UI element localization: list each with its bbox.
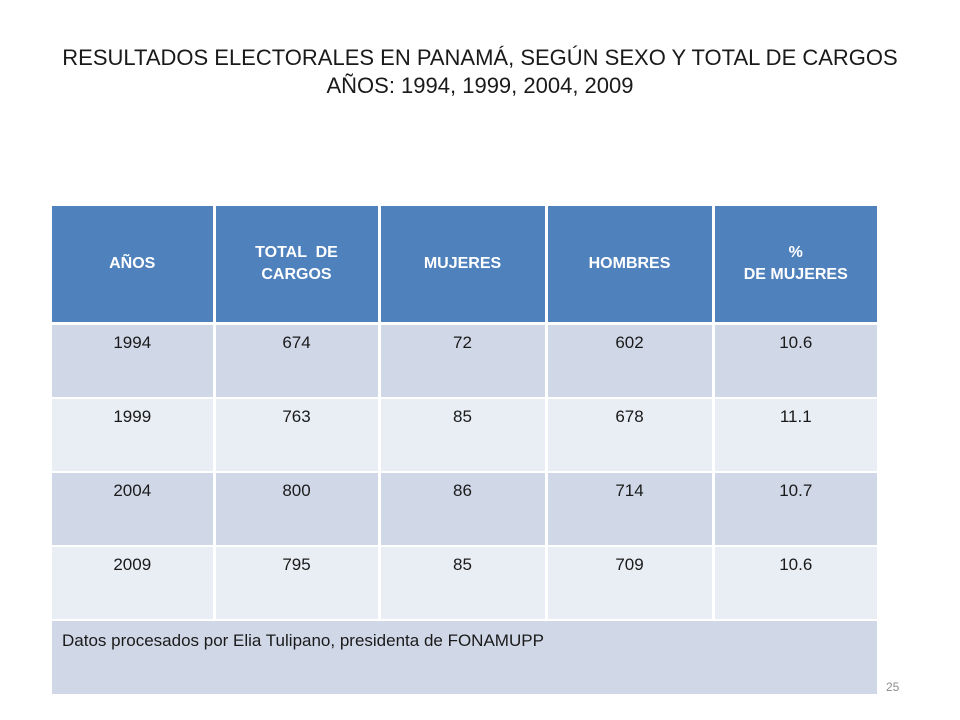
page-number: 25 — [886, 680, 900, 694]
table-row: 2004 800 86 714 10.7 — [52, 472, 877, 547]
cell-women: 86 — [379, 472, 548, 547]
cell-percent: 10.6 — [713, 546, 877, 621]
cell-year: 2004 — [52, 472, 216, 547]
cell-total: 795 — [214, 546, 381, 621]
table-header-row: AÑOS TOTAL DE CARGOS MUJERES HOMBRES % D… — [52, 206, 877, 325]
table-row: 1999 763 85 678 11.1 — [52, 398, 877, 473]
cell-women: 85 — [379, 546, 548, 621]
results-table-container: AÑOS TOTAL DE CARGOS MUJERES HOMBRES % D… — [52, 206, 877, 696]
table-note-row: Datos procesados por Elia Tulipano, pres… — [52, 620, 877, 696]
cell-percent: 11.1 — [713, 398, 877, 473]
cell-men: 709 — [546, 546, 715, 621]
header-years: AÑOS — [52, 206, 216, 325]
cell-total: 674 — [214, 323, 381, 399]
cell-men: 678 — [546, 398, 715, 473]
cell-year: 1994 — [52, 323, 216, 399]
cell-men: 714 — [546, 472, 715, 547]
header-women: MUJERES — [379, 206, 548, 325]
table-row: 2009 795 85 709 10.6 — [52, 546, 877, 621]
header-men: HOMBRES — [546, 206, 715, 325]
results-table: AÑOS TOTAL DE CARGOS MUJERES HOMBRES % D… — [52, 206, 877, 696]
slide-title: RESULTADOS ELECTORALES EN PANAMÁ, SEGÚN … — [0, 44, 960, 100]
cell-women: 72 — [379, 323, 548, 399]
title-line-1: RESULTADOS ELECTORALES EN PANAMÁ, SEGÚN … — [62, 45, 898, 70]
cell-women: 85 — [379, 398, 548, 473]
cell-year: 2009 — [52, 546, 216, 621]
cell-percent: 10.7 — [713, 472, 877, 547]
cell-total: 763 — [214, 398, 381, 473]
header-percent-women: % DE MUJERES — [713, 206, 877, 325]
table-row: 1994 674 72 602 10.6 — [52, 323, 877, 399]
header-total-positions: TOTAL DE CARGOS — [214, 206, 381, 325]
source-note: Datos procesados por Elia Tulipano, pres… — [52, 620, 877, 696]
cell-percent: 10.6 — [713, 323, 877, 399]
cell-total: 800 — [214, 472, 381, 547]
cell-men: 602 — [546, 323, 715, 399]
cell-year: 1999 — [52, 398, 216, 473]
title-line-2: AÑOS: 1994, 1999, 2004, 2009 — [326, 73, 634, 98]
